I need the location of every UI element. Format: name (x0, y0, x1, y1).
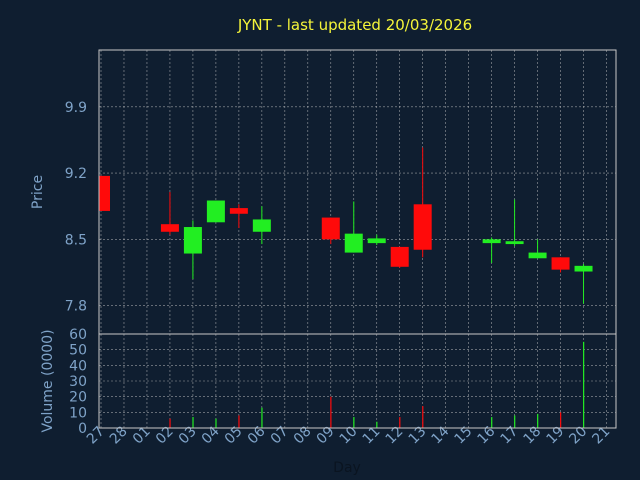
x-tick-label: 11 (360, 424, 384, 448)
candle-body (551, 257, 570, 270)
volume-bar (537, 413, 539, 428)
volume-tick-label: 30 (69, 374, 87, 390)
volume-bar (514, 415, 516, 428)
volume-bar (560, 412, 562, 428)
x-tick-label: 28 (107, 424, 131, 448)
volume-tick-label: 50 (69, 343, 87, 359)
candle-body (528, 252, 547, 259)
volume-tick-label: 40 (69, 358, 87, 374)
volume-bar (376, 421, 378, 428)
volume-bar (169, 418, 171, 428)
volume-bar (399, 417, 401, 428)
candle-body (321, 217, 340, 240)
x-tick-label: 01 (130, 424, 154, 448)
volume-bar (422, 406, 424, 428)
volume-grid (99, 334, 616, 428)
candle-body (482, 239, 501, 244)
candle-body (367, 238, 386, 244)
candle-body (413, 204, 432, 250)
candle-body (252, 219, 271, 232)
x-tick-label: 08 (291, 424, 315, 448)
candle-body (183, 227, 202, 254)
x-tick-label: 21 (589, 424, 613, 448)
x-tick-label: 10 (337, 424, 361, 448)
x-tick-label: 20 (566, 424, 590, 448)
candle-body (390, 246, 409, 267)
candle-body (206, 200, 225, 223)
volume-bars (169, 341, 585, 428)
candle-body (229, 208, 248, 214)
volume-tick-label: 20 (69, 390, 87, 406)
volume-axis-label: Volume (0000) (40, 329, 56, 432)
volume-bar (491, 417, 493, 428)
x-tick-label: 04 (199, 423, 223, 447)
volume-bar (583, 341, 585, 428)
x-tick-label: 03 (176, 424, 200, 448)
x-tick-label: 15 (452, 424, 476, 448)
x-tick-label: 05 (222, 424, 246, 448)
price-tick-label: 8.5 (65, 232, 87, 248)
x-tick-label: 18 (520, 424, 544, 448)
candle-body (344, 233, 363, 253)
chart-title: JYNT - last updated 20/03/2026 (237, 16, 472, 34)
candle-body (99, 175, 110, 211)
volume-bar (192, 417, 194, 428)
volume-bar (238, 415, 240, 428)
price-tick-label: 9.2 (65, 166, 87, 182)
price-tick-label: 7.8 (65, 299, 87, 315)
x-axis-label: Day (333, 460, 361, 476)
volume-tick-label: 10 (69, 405, 87, 421)
x-tick-label: 13 (406, 424, 430, 448)
volume-bar (353, 417, 355, 428)
price-panel-frame (98, 49, 617, 335)
x-tick-label: 17 (498, 424, 522, 448)
x-tick-label: 14 (429, 423, 453, 447)
x-tick-label: 19 (543, 424, 567, 448)
price-tick-label: 9.9 (65, 100, 87, 116)
candle-body (574, 265, 593, 272)
volume-tick-label: 60 (69, 327, 87, 343)
x-tick-label: 09 (314, 424, 338, 448)
x-tick-label: 02 (153, 424, 177, 448)
x-tick-label: 27 (84, 424, 108, 448)
price-axis-label: Price (30, 175, 46, 209)
candle-body (505, 241, 524, 245)
x-tick-label: 12 (383, 424, 407, 448)
price-grid (99, 50, 616, 334)
volume-bar (215, 418, 217, 428)
volume-bar (261, 407, 263, 428)
x-tick-label: 07 (268, 424, 292, 448)
candles (99, 147, 593, 304)
volume-tick-label: 0 (78, 421, 87, 437)
volume-bar (330, 396, 332, 428)
candle-body (160, 224, 179, 232)
volume-panel-frame (98, 333, 617, 429)
x-tick-label: 06 (245, 423, 269, 447)
x-tick-label: 16 (475, 423, 499, 447)
